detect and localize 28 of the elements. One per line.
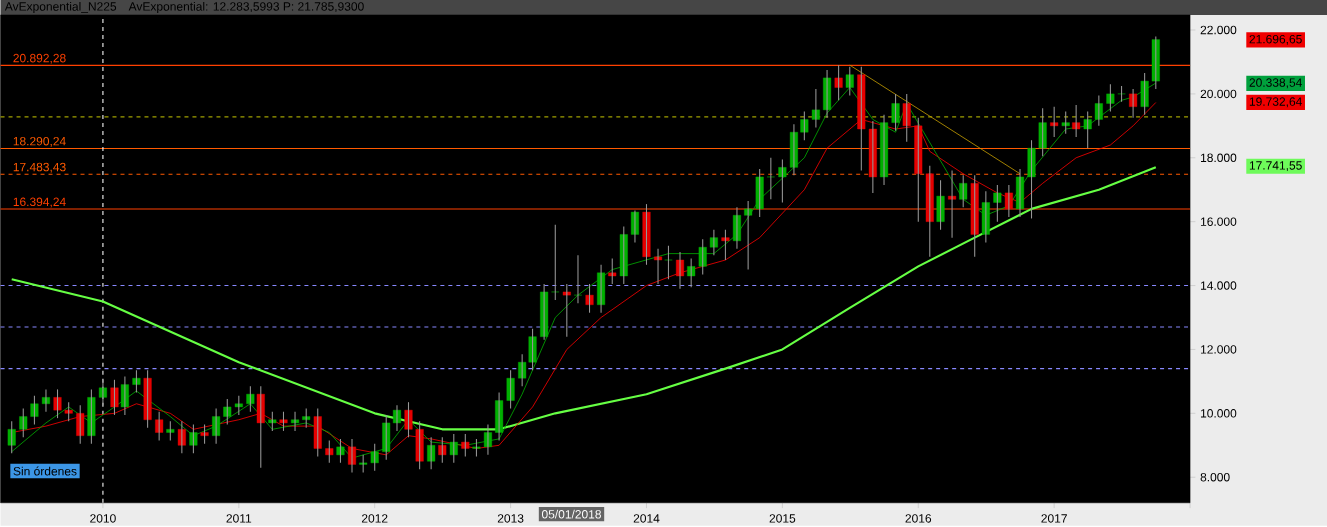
x-tick-label: 2012 — [361, 514, 388, 523]
x-tick-label: 2011 — [226, 514, 252, 523]
chart-title: AvExponential_N225 — [4, 1, 117, 14]
y-tick-label: 16.000 — [1201, 217, 1237, 226]
ref-line-label: 20.892,28 — [13, 53, 66, 64]
chart-subtitle: AvExponential: 12.283,5993 P: 21.785,9300 — [128, 1, 364, 14]
y-tick-label: 22.000 — [1200, 25, 1237, 35]
y-tick-label: 8.000 — [1200, 472, 1230, 482]
y-tick-label: 14.000 — [1201, 281, 1237, 290]
x-tick-label: 2016 — [905, 514, 932, 523]
x-tick-label: 2010 — [90, 514, 116, 523]
text: 19.732,64 — [1249, 97, 1302, 108]
x-tick-label: 2014 — [633, 514, 660, 523]
ref-line-label: 18.290,24 — [13, 136, 66, 147]
text: 21.696,65 — [1249, 34, 1302, 45]
x-tick-label: 2015 — [769, 514, 796, 523]
ref-line-label: 17.483,43 — [13, 162, 66, 173]
y-tick-label: 12.000 — [1201, 345, 1237, 354]
text: 05/01/2018 — [541, 509, 601, 519]
x-tick-label: 2013 — [497, 514, 524, 523]
y-tick-label: 10.000 — [1201, 409, 1237, 418]
text: 20.338,54 — [1249, 78, 1302, 89]
ref-line-label: 16.394,24 — [13, 197, 66, 208]
y-tick-label: 18.000 — [1201, 153, 1237, 162]
text: 17.741,55 — [1249, 161, 1302, 172]
annotation: Sin órdenes — [13, 466, 77, 476]
y-tick-label: 20.000 — [1200, 89, 1237, 99]
x-tick-label: 2017 — [1041, 514, 1067, 523]
